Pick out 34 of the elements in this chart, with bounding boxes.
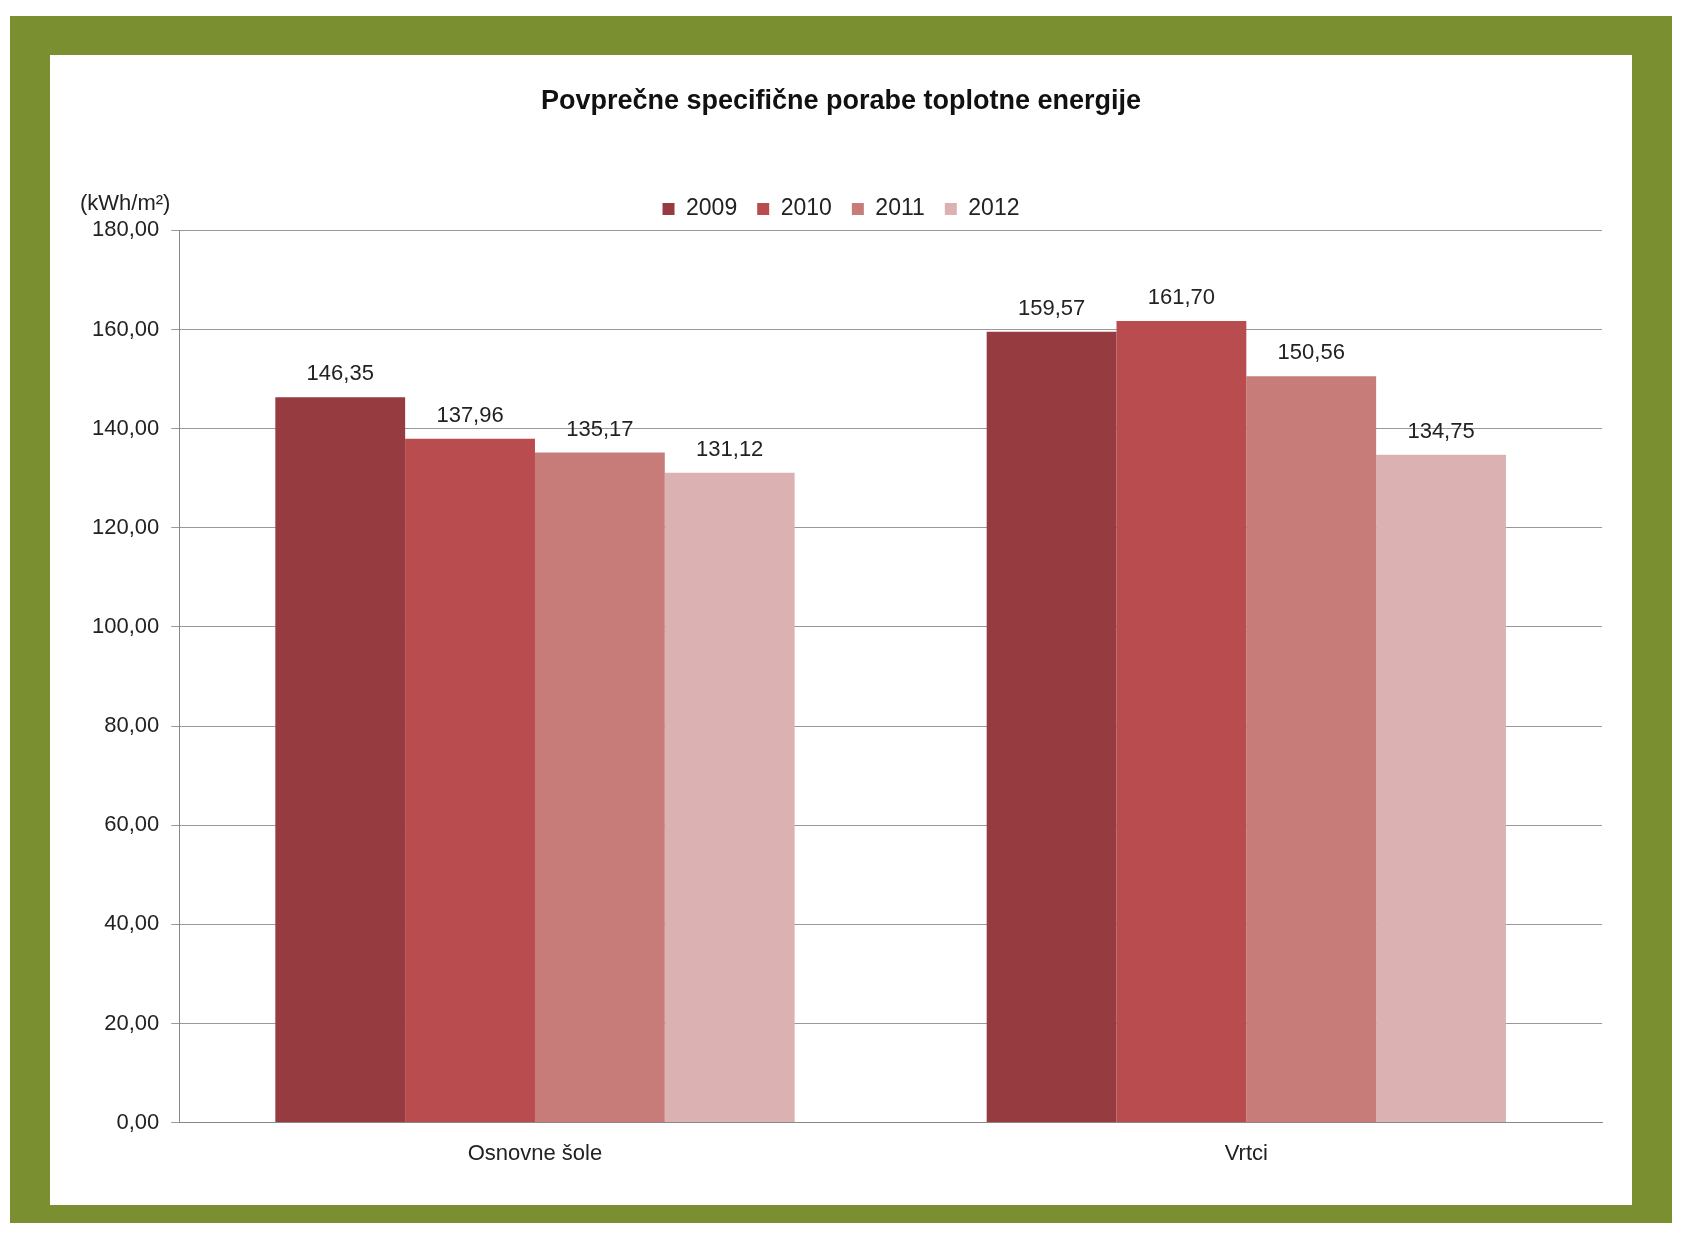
chart-title: Povprečne specifične porabe toplotne energije [540, 84, 1142, 115]
legend-label: 2012 [968, 194, 1020, 221]
y-tick-label: 80,00 [104, 712, 160, 738]
data-label: 161,70 [1147, 284, 1216, 310]
bar [1246, 376, 1377, 1123]
data-label: 134,75 [1407, 417, 1475, 443]
data-label: 135,17 [566, 415, 634, 441]
legend-label: 2010 [780, 194, 832, 221]
y-tick-label: 160,00 [91, 315, 160, 341]
y-tick-label: 20,00 [104, 1009, 160, 1035]
y-axis-title: (kWh/m²) [80, 189, 171, 215]
data-label: 146,35 [306, 360, 374, 386]
y-tick-label: 60,00 [104, 811, 160, 837]
data-label: 137,96 [436, 401, 504, 427]
y-tick-label: 40,00 [104, 910, 160, 936]
data-label: 150,56 [1277, 339, 1345, 365]
x-tick-label: Vrtci [1224, 1139, 1268, 1165]
y-tick-label: 140,00 [91, 414, 160, 440]
x-tick-label: Osnovne šole [467, 1139, 603, 1165]
data-label: 131,12 [696, 435, 764, 461]
bar [405, 438, 535, 1123]
y-tick-label: 120,00 [91, 513, 160, 539]
legend-label: 2011 [875, 194, 925, 221]
bar [986, 331, 1117, 1123]
bar [534, 452, 665, 1123]
y-tick-label: 0,00 [116, 1108, 160, 1134]
y-tick-label: 100,00 [91, 613, 160, 638]
bar [664, 472, 795, 1123]
data-label: 159,57 [1017, 294, 1086, 320]
legend-label: 2009 [686, 194, 738, 221]
y-tick-label: 180,00 [91, 216, 160, 242]
bar [275, 397, 406, 1123]
bar [1376, 454, 1506, 1123]
bar [1116, 321, 1247, 1123]
